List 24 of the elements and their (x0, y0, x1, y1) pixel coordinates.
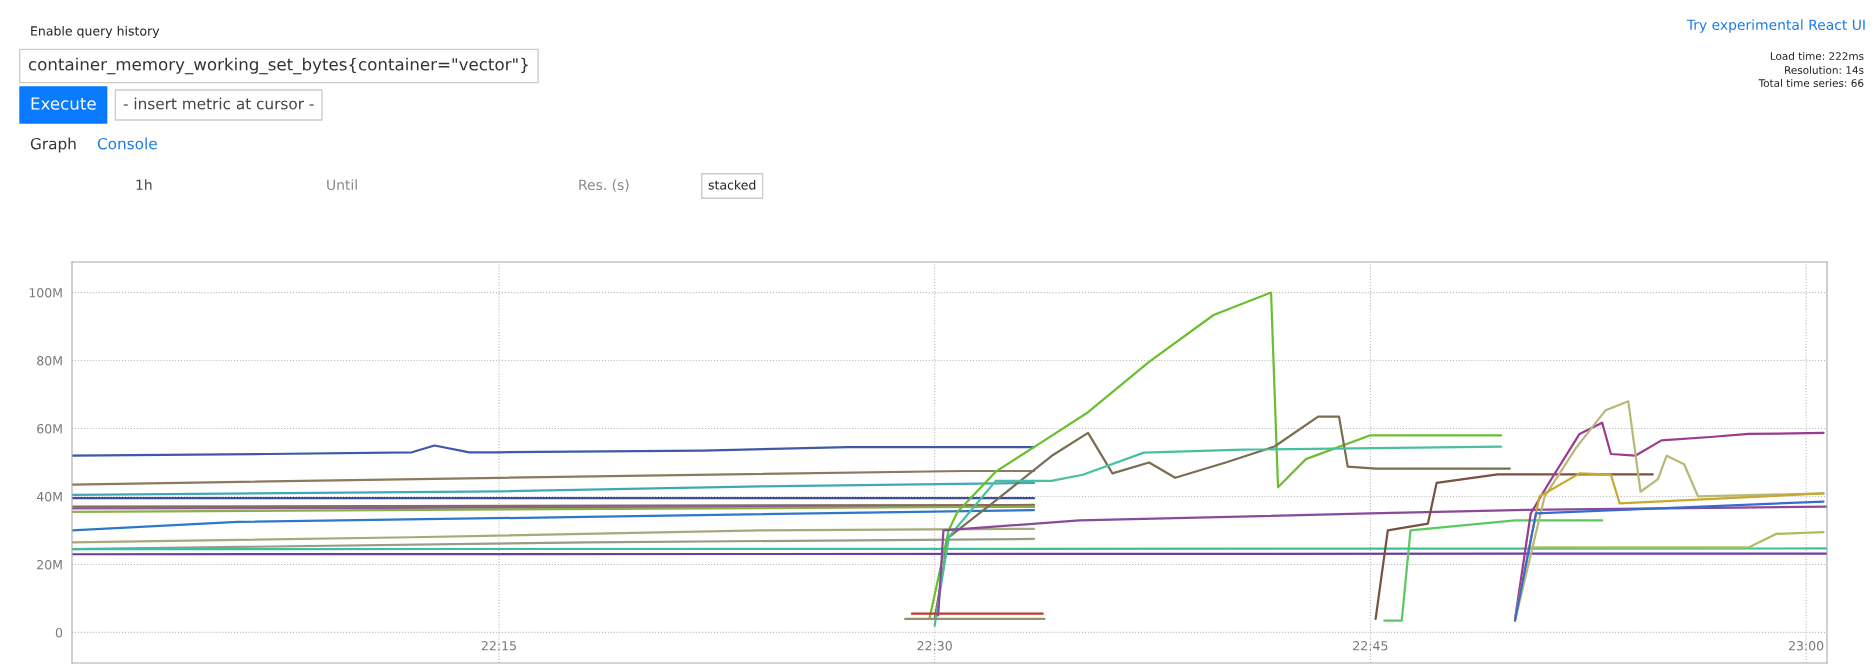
text: Try experimental React UI (1686, 19, 1865, 33)
text: stacked (708, 179, 756, 190)
x-tick-label: 22:15 (481, 641, 516, 651)
y-tick-label: 80M (37, 356, 62, 366)
text: Graph (30, 137, 76, 153)
y-tick-label: 0 (55, 627, 63, 638)
y-tick-label: 60M (37, 423, 62, 434)
text: Execute (31, 97, 96, 110)
x-tick-label: 22:30 (917, 641, 952, 651)
x-tick-label: 23:00 (1788, 641, 1824, 651)
text: Until (327, 179, 357, 191)
text: 1h (136, 179, 152, 190)
text: Console (97, 137, 157, 150)
text: Total time series: 66 (1758, 78, 1864, 88)
y-tick-label: 20M (37, 559, 62, 570)
text: Resolution: 14s (1785, 65, 1864, 75)
text: Res. (s) (579, 179, 629, 192)
text: Enable query history (31, 25, 160, 39)
text: container_memory_working_set_bytes{container="vector"} (28, 57, 528, 75)
y-tick-label: 40M (36, 491, 62, 502)
text: Load time: 222ms (1770, 51, 1864, 61)
x-tick-label: 22:45 (1353, 641, 1388, 651)
y-tick-label: 100M (29, 288, 62, 298)
text: - insert metric at cursor - (123, 97, 314, 110)
